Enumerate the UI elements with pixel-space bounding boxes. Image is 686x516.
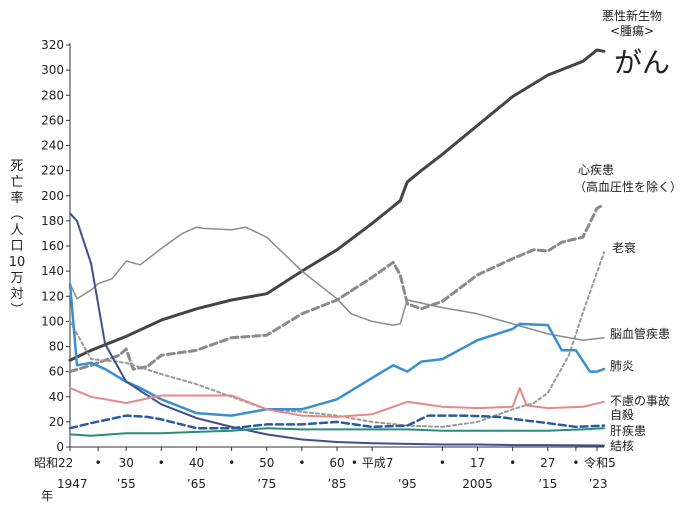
x-tick-top-label-4: 40 bbox=[189, 456, 204, 470]
series-label-suicide: 自殺 bbox=[610, 408, 634, 422]
x-tick-top-label-11: 17 bbox=[470, 456, 485, 470]
y-tick-label-160: 160 bbox=[41, 239, 64, 253]
series-label-cerebrovascular: 脳血管疾患 bbox=[610, 326, 670, 341]
series-line-heart bbox=[68, 203, 606, 374]
x-tick-bottom-label-5: ’95 bbox=[398, 477, 417, 491]
y-tick-label-280: 280 bbox=[41, 88, 64, 102]
y-tick-label-260: 260 bbox=[41, 113, 64, 127]
y-tick-label-40: 40 bbox=[49, 390, 64, 404]
series-line-cerebrovascular bbox=[69, 226, 605, 341]
y-tick-label-200: 200 bbox=[41, 189, 64, 203]
x-tick-bottom-label-2: ’65 bbox=[187, 477, 206, 491]
y-tick-label-100: 100 bbox=[41, 314, 64, 328]
y-tick-label-220: 220 bbox=[41, 164, 64, 178]
series-label-heart-1: （高血圧性を除く） bbox=[574, 179, 682, 194]
x-tick-top-label-15: 令和5 bbox=[584, 455, 616, 470]
x-tick-top-label-1: • bbox=[95, 456, 102, 470]
series-label-tuberculosis: 結核 bbox=[610, 439, 634, 453]
x-tick-top-label-3: • bbox=[158, 456, 165, 470]
x-tick-top-label-0: 昭和22 bbox=[34, 456, 73, 470]
y-tick-label-60: 60 bbox=[49, 365, 64, 379]
y-tick-label-20: 20 bbox=[49, 415, 64, 429]
x-tick-bottom-label-3: ’75 bbox=[257, 477, 276, 491]
y-tick-label-180: 180 bbox=[41, 214, 64, 228]
x-tick-top-label-13: 27 bbox=[540, 456, 555, 470]
series-label-cancer-2: がん bbox=[614, 46, 670, 79]
y-tick-label-0: 0 bbox=[56, 440, 64, 454]
series-label-cancer-1: <腫瘍> bbox=[610, 23, 654, 38]
x-tick-bottom-label-4: ’85 bbox=[327, 477, 346, 491]
x-tick-bottom-label-6: 2005 bbox=[462, 477, 493, 491]
y-tick-label-140: 140 bbox=[41, 264, 64, 278]
y-tick-label-320: 320 bbox=[41, 38, 64, 52]
x-tick-bottom-label-7: ’15 bbox=[538, 477, 557, 491]
series-line-senility bbox=[69, 251, 605, 428]
y-tick-label-240: 240 bbox=[41, 139, 64, 153]
x-tick-top-label-10: • bbox=[439, 456, 446, 470]
series-label-liver: 肝疾患 bbox=[610, 423, 646, 438]
y-tick-label-120: 120 bbox=[41, 289, 64, 303]
x-tick-bottom-label-0: 1947 bbox=[57, 477, 88, 491]
series-label-cancer: 悪性新生物 bbox=[602, 8, 662, 23]
x-tick-top-label-14: • bbox=[572, 456, 579, 470]
series-line-tuberculosis bbox=[69, 212, 605, 447]
series-label-pneumonia: 肺炎 bbox=[610, 359, 634, 373]
series-line-suicide bbox=[68, 414, 606, 430]
series-label-senility: 老衰 bbox=[612, 240, 636, 255]
x-tick-top-label-12: • bbox=[509, 456, 516, 470]
x-tick-top-label-7: • bbox=[298, 456, 305, 470]
y-tick-label-80: 80 bbox=[49, 340, 64, 354]
x-tick-top-label-8: 60 bbox=[329, 456, 344, 470]
x-tick-bottom-label-8: ’23 bbox=[588, 477, 607, 491]
series-line-accident bbox=[69, 387, 605, 418]
x-tick-top-label-9: • 平成7 bbox=[351, 456, 394, 470]
y-axis-label: 死亡率︵人口 10 万対︶ bbox=[9, 159, 26, 318]
series-label-accident: 不慮の事故 bbox=[610, 393, 670, 408]
x-year-unit-label: 年 bbox=[41, 489, 53, 503]
x-tick-top-label-5: • bbox=[228, 456, 235, 470]
series-label-heart: 心疾患 bbox=[578, 162, 614, 177]
x-tick-top-label-6: 50 bbox=[259, 456, 274, 470]
y-tick-label-300: 300 bbox=[41, 63, 64, 77]
x-tick-bottom-label-1: ’55 bbox=[117, 477, 136, 491]
series-line-cancer bbox=[68, 48, 606, 362]
series-line-liver bbox=[69, 427, 605, 437]
x-tick-top-label-2: 30 bbox=[119, 456, 134, 470]
